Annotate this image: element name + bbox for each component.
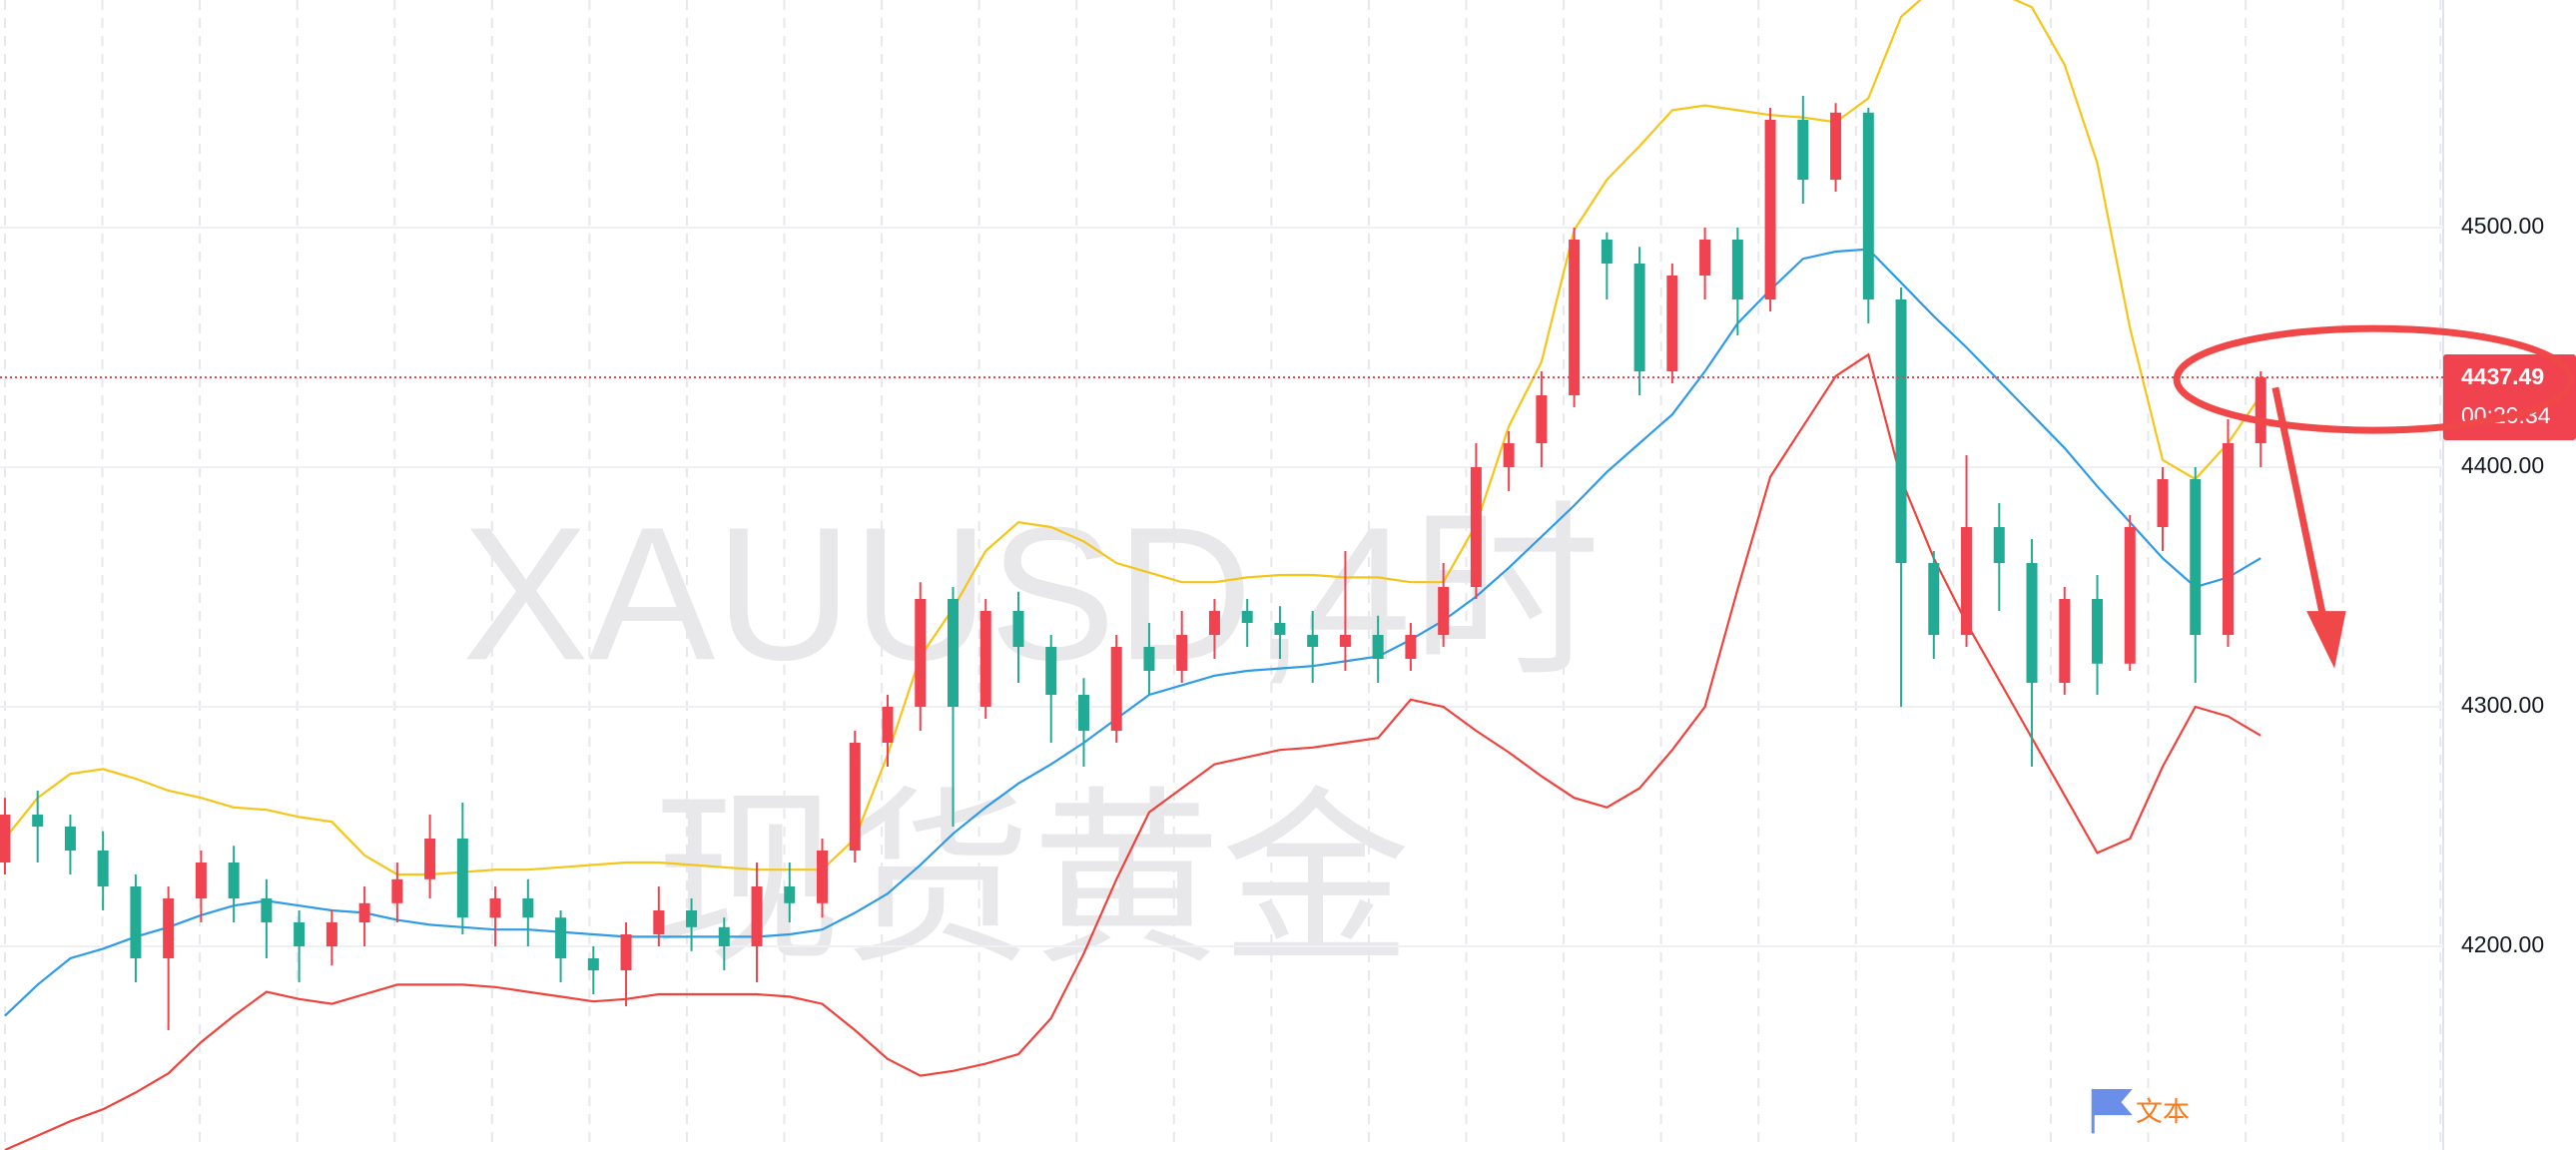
- candle-body: [489, 898, 501, 918]
- candle-body: [424, 839, 436, 879]
- candle-body: [1993, 527, 2005, 563]
- candle-body: [294, 922, 306, 946]
- candle-body: [1601, 240, 1612, 264]
- candle-body: [0, 815, 11, 862]
- candle-body: [718, 926, 730, 946]
- candle-body: [653, 910, 665, 934]
- candle-body: [1012, 611, 1024, 647]
- candle-body: [2157, 479, 2169, 527]
- candle-body: [2222, 443, 2234, 635]
- candle-body: [1307, 635, 1319, 647]
- candle-body: [2059, 599, 2071, 683]
- watermark-name: 现货黄金: [652, 770, 1411, 990]
- y-tick-label: 4300.00: [2461, 692, 2544, 718]
- arrow-shaft: [2271, 386, 2327, 617]
- candle-body: [1274, 623, 1286, 635]
- candle-body: [620, 934, 632, 970]
- candle-body: [784, 886, 796, 903]
- candle-body: [1731, 240, 1743, 299]
- candle-body: [1208, 611, 1220, 635]
- candle-body: [1699, 240, 1711, 276]
- candle-body: [1862, 112, 1874, 299]
- candle-body: [163, 898, 175, 958]
- candle-body: [1895, 299, 1907, 563]
- time-grid: [3, 0, 2442, 1150]
- y-tick-label: 4400.00: [2461, 452, 2544, 478]
- price-tag-value: 4437.49: [2461, 363, 2544, 389]
- annotation-label: 文本: [2136, 1097, 2190, 1128]
- price-tag: [2443, 354, 2576, 441]
- candle-body: [97, 851, 109, 886]
- band-line: [4, 248, 2261, 1017]
- candle-body: [358, 902, 370, 922]
- arrow-head: [2306, 611, 2346, 669]
- candle-body: [1241, 611, 1253, 623]
- candle-body: [2124, 527, 2136, 664]
- band-line: [4, 352, 2261, 1150]
- candle-body: [979, 611, 991, 707]
- candle-body: [1633, 264, 1645, 371]
- candle-body: [1470, 467, 1482, 587]
- candle-body: [2190, 479, 2202, 635]
- candle-body: [1503, 443, 1515, 467]
- candle-body: [261, 898, 273, 922]
- candle-body: [1666, 276, 1678, 371]
- candle-body: [1077, 695, 1089, 731]
- candle-body: [2026, 563, 2038, 683]
- candle-body: [817, 851, 829, 903]
- candle-body: [1339, 635, 1351, 647]
- watermark-symbol: XAUUSD,4时: [462, 488, 1601, 700]
- candle-body: [882, 707, 894, 743]
- candle-body: [1438, 587, 1450, 635]
- candle-body: [1830, 112, 1842, 180]
- candle-body: [522, 898, 534, 918]
- candle-body: [1961, 527, 1973, 635]
- y-tick-label: 4500.00: [2461, 213, 2544, 239]
- candle-body: [2092, 599, 2104, 664]
- candle-body: [849, 743, 861, 851]
- candle-body: [1797, 120, 1809, 180]
- candle-body: [587, 958, 599, 970]
- candle-body: [325, 922, 337, 946]
- candle-body: [1176, 635, 1188, 671]
- candle-body: [2254, 377, 2266, 443]
- candle-body: [947, 599, 959, 707]
- candle-body: [228, 862, 240, 898]
- candle-body: [1405, 635, 1417, 659]
- candle-body: [130, 886, 142, 958]
- candle-body: [1569, 240, 1581, 395]
- candle-body: [64, 827, 76, 851]
- candle-body: [1110, 647, 1122, 731]
- candle-body: [555, 917, 567, 958]
- candle-body: [195, 862, 207, 898]
- candle-body: [32, 815, 44, 827]
- candle-body: [1143, 647, 1155, 671]
- candle-body: [1045, 647, 1057, 695]
- band-line: [4, 0, 2262, 876]
- candle-body: [1536, 395, 1548, 443]
- candle-body: [1372, 635, 1384, 659]
- candle-body: [1764, 120, 1776, 299]
- highlight-ellipse: [2173, 324, 2575, 434]
- candle-body: [686, 910, 698, 927]
- candle-body: [1928, 563, 1940, 635]
- y-tick-label: 4200.00: [2461, 931, 2544, 957]
- flag-icon: [2091, 1088, 2133, 1134]
- candle-body: [391, 878, 403, 903]
- candle-body: [915, 599, 927, 707]
- candle-body: [456, 839, 468, 918]
- candle-body: [751, 886, 763, 946]
